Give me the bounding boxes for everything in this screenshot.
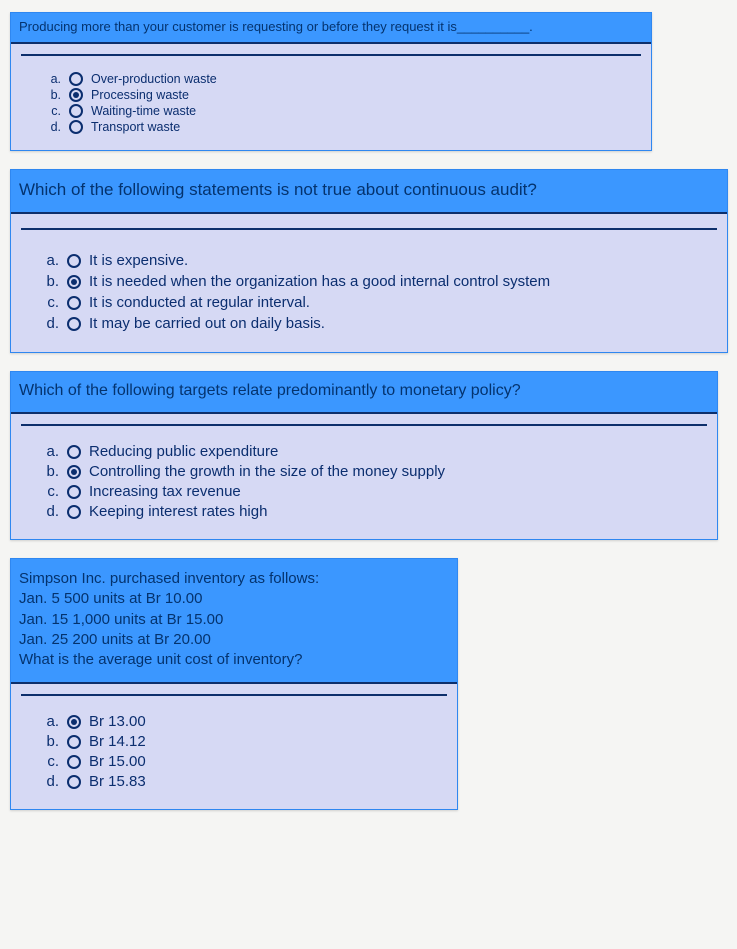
option-radio[interactable] bbox=[67, 485, 81, 499]
option-label: Br 13.00 bbox=[89, 713, 146, 730]
option-row: a. Br 13.00 bbox=[37, 713, 439, 730]
option-row: c. Waiting-time waste bbox=[39, 104, 629, 118]
option-label: It may be carried out on daily basis. bbox=[89, 315, 325, 332]
option-row: c. It is conducted at regular interval. bbox=[37, 294, 709, 311]
option-label: Controlling the growth in the size of th… bbox=[89, 463, 445, 480]
option-radio[interactable] bbox=[67, 505, 81, 519]
option-letter: b. bbox=[37, 733, 63, 750]
option-radio[interactable] bbox=[67, 715, 81, 729]
options-list: a. It is expensive. b. It is needed when… bbox=[11, 238, 727, 352]
option-row: a. Reducing public expenditure bbox=[37, 443, 699, 460]
option-letter: b. bbox=[39, 88, 65, 102]
option-label: Reducing public expenditure bbox=[89, 443, 278, 460]
question-prompt: Simpson Inc. purchased inventory as foll… bbox=[11, 559, 457, 684]
question-card: Simpson Inc. purchased inventory as foll… bbox=[10, 558, 458, 810]
option-letter: d. bbox=[37, 503, 63, 520]
option-row: d. It may be carried out on daily basis. bbox=[37, 315, 709, 332]
option-label: It is needed when the organization has a… bbox=[89, 273, 550, 290]
option-row: b. Br 14.12 bbox=[37, 733, 439, 750]
option-label: Br 15.00 bbox=[89, 753, 146, 770]
option-letter: c. bbox=[37, 294, 63, 311]
separator bbox=[21, 694, 447, 696]
prompt-line: What is the average unit cost of invento… bbox=[19, 650, 449, 670]
option-row: a. It is expensive. bbox=[37, 252, 709, 269]
option-letter: a. bbox=[37, 713, 63, 730]
prompt-line: Which of the following statements is not… bbox=[19, 180, 719, 200]
option-label: Br 15.83 bbox=[89, 773, 146, 790]
option-radio[interactable] bbox=[67, 465, 81, 479]
quiz-page: Producing more than your customer is req… bbox=[0, 0, 737, 858]
prompt-line: Jan. 25 200 units at Br 20.00 bbox=[19, 630, 449, 650]
option-label: It is conducted at regular interval. bbox=[89, 294, 310, 311]
question-prompt: Producing more than your customer is req… bbox=[11, 13, 651, 44]
option-letter: d. bbox=[37, 773, 63, 790]
options-list: a. Reducing public expenditure b. Contro… bbox=[11, 430, 717, 539]
option-radio[interactable] bbox=[69, 88, 83, 102]
option-radio[interactable] bbox=[67, 445, 81, 459]
option-row: c. Br 15.00 bbox=[37, 753, 439, 770]
prompt-line: Simpson Inc. purchased inventory as foll… bbox=[19, 569, 449, 589]
option-radio[interactable] bbox=[69, 104, 83, 118]
option-label: Waiting-time waste bbox=[91, 104, 196, 118]
prompt-line: Producing more than your customer is req… bbox=[19, 19, 643, 34]
option-row: d. Transport waste bbox=[39, 120, 629, 134]
option-radio[interactable] bbox=[67, 275, 81, 289]
option-letter: d. bbox=[37, 315, 63, 332]
option-label: Over-production waste bbox=[91, 72, 217, 86]
option-radio[interactable] bbox=[67, 317, 81, 331]
option-label: Transport waste bbox=[91, 120, 180, 134]
option-radio[interactable] bbox=[67, 735, 81, 749]
prompt-line: Jan. 15 1,000 units at Br 15.00 bbox=[19, 610, 449, 630]
option-row: c. Increasing tax revenue bbox=[37, 483, 699, 500]
question-prompt: Which of the following statements is not… bbox=[11, 170, 727, 214]
option-letter: a. bbox=[37, 252, 63, 269]
option-radio[interactable] bbox=[67, 755, 81, 769]
option-radio[interactable] bbox=[67, 254, 81, 268]
option-row: b. Processing waste bbox=[39, 88, 629, 102]
option-letter: c. bbox=[37, 483, 63, 500]
separator bbox=[21, 54, 641, 56]
option-letter: b. bbox=[37, 273, 63, 290]
options-list: a. Br 13.00 b. Br 14.12 c. Br 15.00 d. B… bbox=[11, 700, 457, 809]
option-radio[interactable] bbox=[67, 296, 81, 310]
question-card: Which of the following statements is not… bbox=[10, 169, 728, 353]
question-card: Which of the following targets relate pr… bbox=[10, 371, 718, 540]
option-label: Keeping interest rates high bbox=[89, 503, 267, 520]
option-letter: c. bbox=[39, 104, 65, 118]
option-radio[interactable] bbox=[69, 72, 83, 86]
option-row: d. Br 15.83 bbox=[37, 773, 439, 790]
option-letter: d. bbox=[39, 120, 65, 134]
option-letter: a. bbox=[39, 72, 65, 86]
option-letter: a. bbox=[37, 443, 63, 460]
option-row: d. Keeping interest rates high bbox=[37, 503, 699, 520]
option-row: b. Controlling the growth in the size of… bbox=[37, 463, 699, 480]
prompt-line: Which of the following targets relate pr… bbox=[19, 382, 709, 400]
options-list: a. Over-production waste b. Processing w… bbox=[11, 60, 651, 150]
option-label: It is expensive. bbox=[89, 252, 188, 269]
option-radio[interactable] bbox=[69, 120, 83, 134]
option-label: Processing waste bbox=[91, 88, 189, 102]
option-label: Br 14.12 bbox=[89, 733, 146, 750]
option-letter: c. bbox=[37, 753, 63, 770]
question-card: Producing more than your customer is req… bbox=[10, 12, 652, 151]
option-label: Increasing tax revenue bbox=[89, 483, 241, 500]
separator bbox=[21, 424, 707, 426]
option-row: b. It is needed when the organization ha… bbox=[37, 273, 709, 290]
option-row: a. Over-production waste bbox=[39, 72, 629, 86]
question-prompt: Which of the following targets relate pr… bbox=[11, 372, 717, 414]
option-radio[interactable] bbox=[67, 775, 81, 789]
prompt-line: Jan. 5 500 units at Br 10.00 bbox=[19, 589, 449, 609]
separator bbox=[21, 228, 717, 230]
option-letter: b. bbox=[37, 463, 63, 480]
